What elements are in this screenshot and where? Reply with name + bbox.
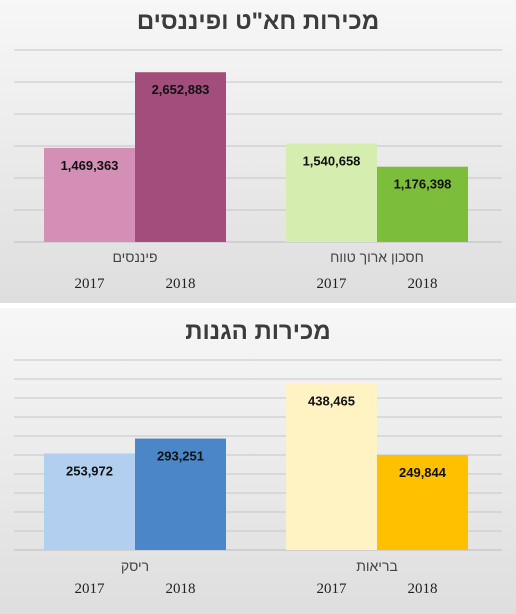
bar bbox=[44, 453, 135, 550]
chart-title: מכירות הגנות bbox=[185, 318, 331, 345]
data-label: 2,652,883 bbox=[152, 82, 210, 97]
data-label: 253,972 bbox=[66, 463, 113, 478]
bar-chart-top: 1,469,363 2017 2,652,883 2018 פיננסים 1,540,6… bbox=[14, 49, 502, 292]
chart-panel-bottom: מכירות הגנות 253,972 2017 293,251 2018 ריסק 4… bbox=[0, 308, 516, 614]
data-label: 249,844 bbox=[399, 465, 447, 480]
category-label: פיננסים bbox=[112, 249, 157, 265]
bar bbox=[44, 147, 135, 242]
bar bbox=[377, 455, 468, 550]
category-label: חסכון ארוך טווח bbox=[330, 249, 424, 265]
category-label: ריסק bbox=[121, 558, 149, 574]
data-label: 293,251 bbox=[157, 449, 204, 464]
year-tick-label: 2017 bbox=[317, 581, 348, 597]
bar bbox=[377, 166, 468, 242]
year-tick-label: 2017 bbox=[75, 276, 106, 292]
bar bbox=[286, 383, 377, 550]
chart-title: מכירות חא"ט ופיננסים bbox=[136, 8, 380, 35]
bar bbox=[135, 438, 226, 550]
data-label: 438,465 bbox=[308, 393, 355, 408]
year-tick-label: 2018 bbox=[166, 581, 196, 597]
year-tick-label: 2018 bbox=[408, 276, 438, 292]
year-tick-label: 2017 bbox=[317, 276, 348, 292]
bar bbox=[286, 143, 377, 242]
category-label: בריאות bbox=[356, 558, 398, 574]
year-tick-label: 2018 bbox=[408, 581, 438, 597]
data-label: 1,469,363 bbox=[61, 158, 119, 173]
year-tick-label: 2018 bbox=[166, 276, 196, 292]
bar-chart-bottom: 253,972 2017 293,251 2018 ריסק 438,465 2017 249… bbox=[14, 359, 502, 597]
data-label: 1,176,398 bbox=[394, 177, 452, 192]
data-label: 1,540,658 bbox=[303, 153, 361, 168]
year-tick-label: 2017 bbox=[75, 581, 106, 597]
chart-panel-top: מכירות חא"ט ופיננסים 1,469,363 2017 2,652,… bbox=[0, 0, 516, 303]
bar bbox=[135, 72, 226, 242]
